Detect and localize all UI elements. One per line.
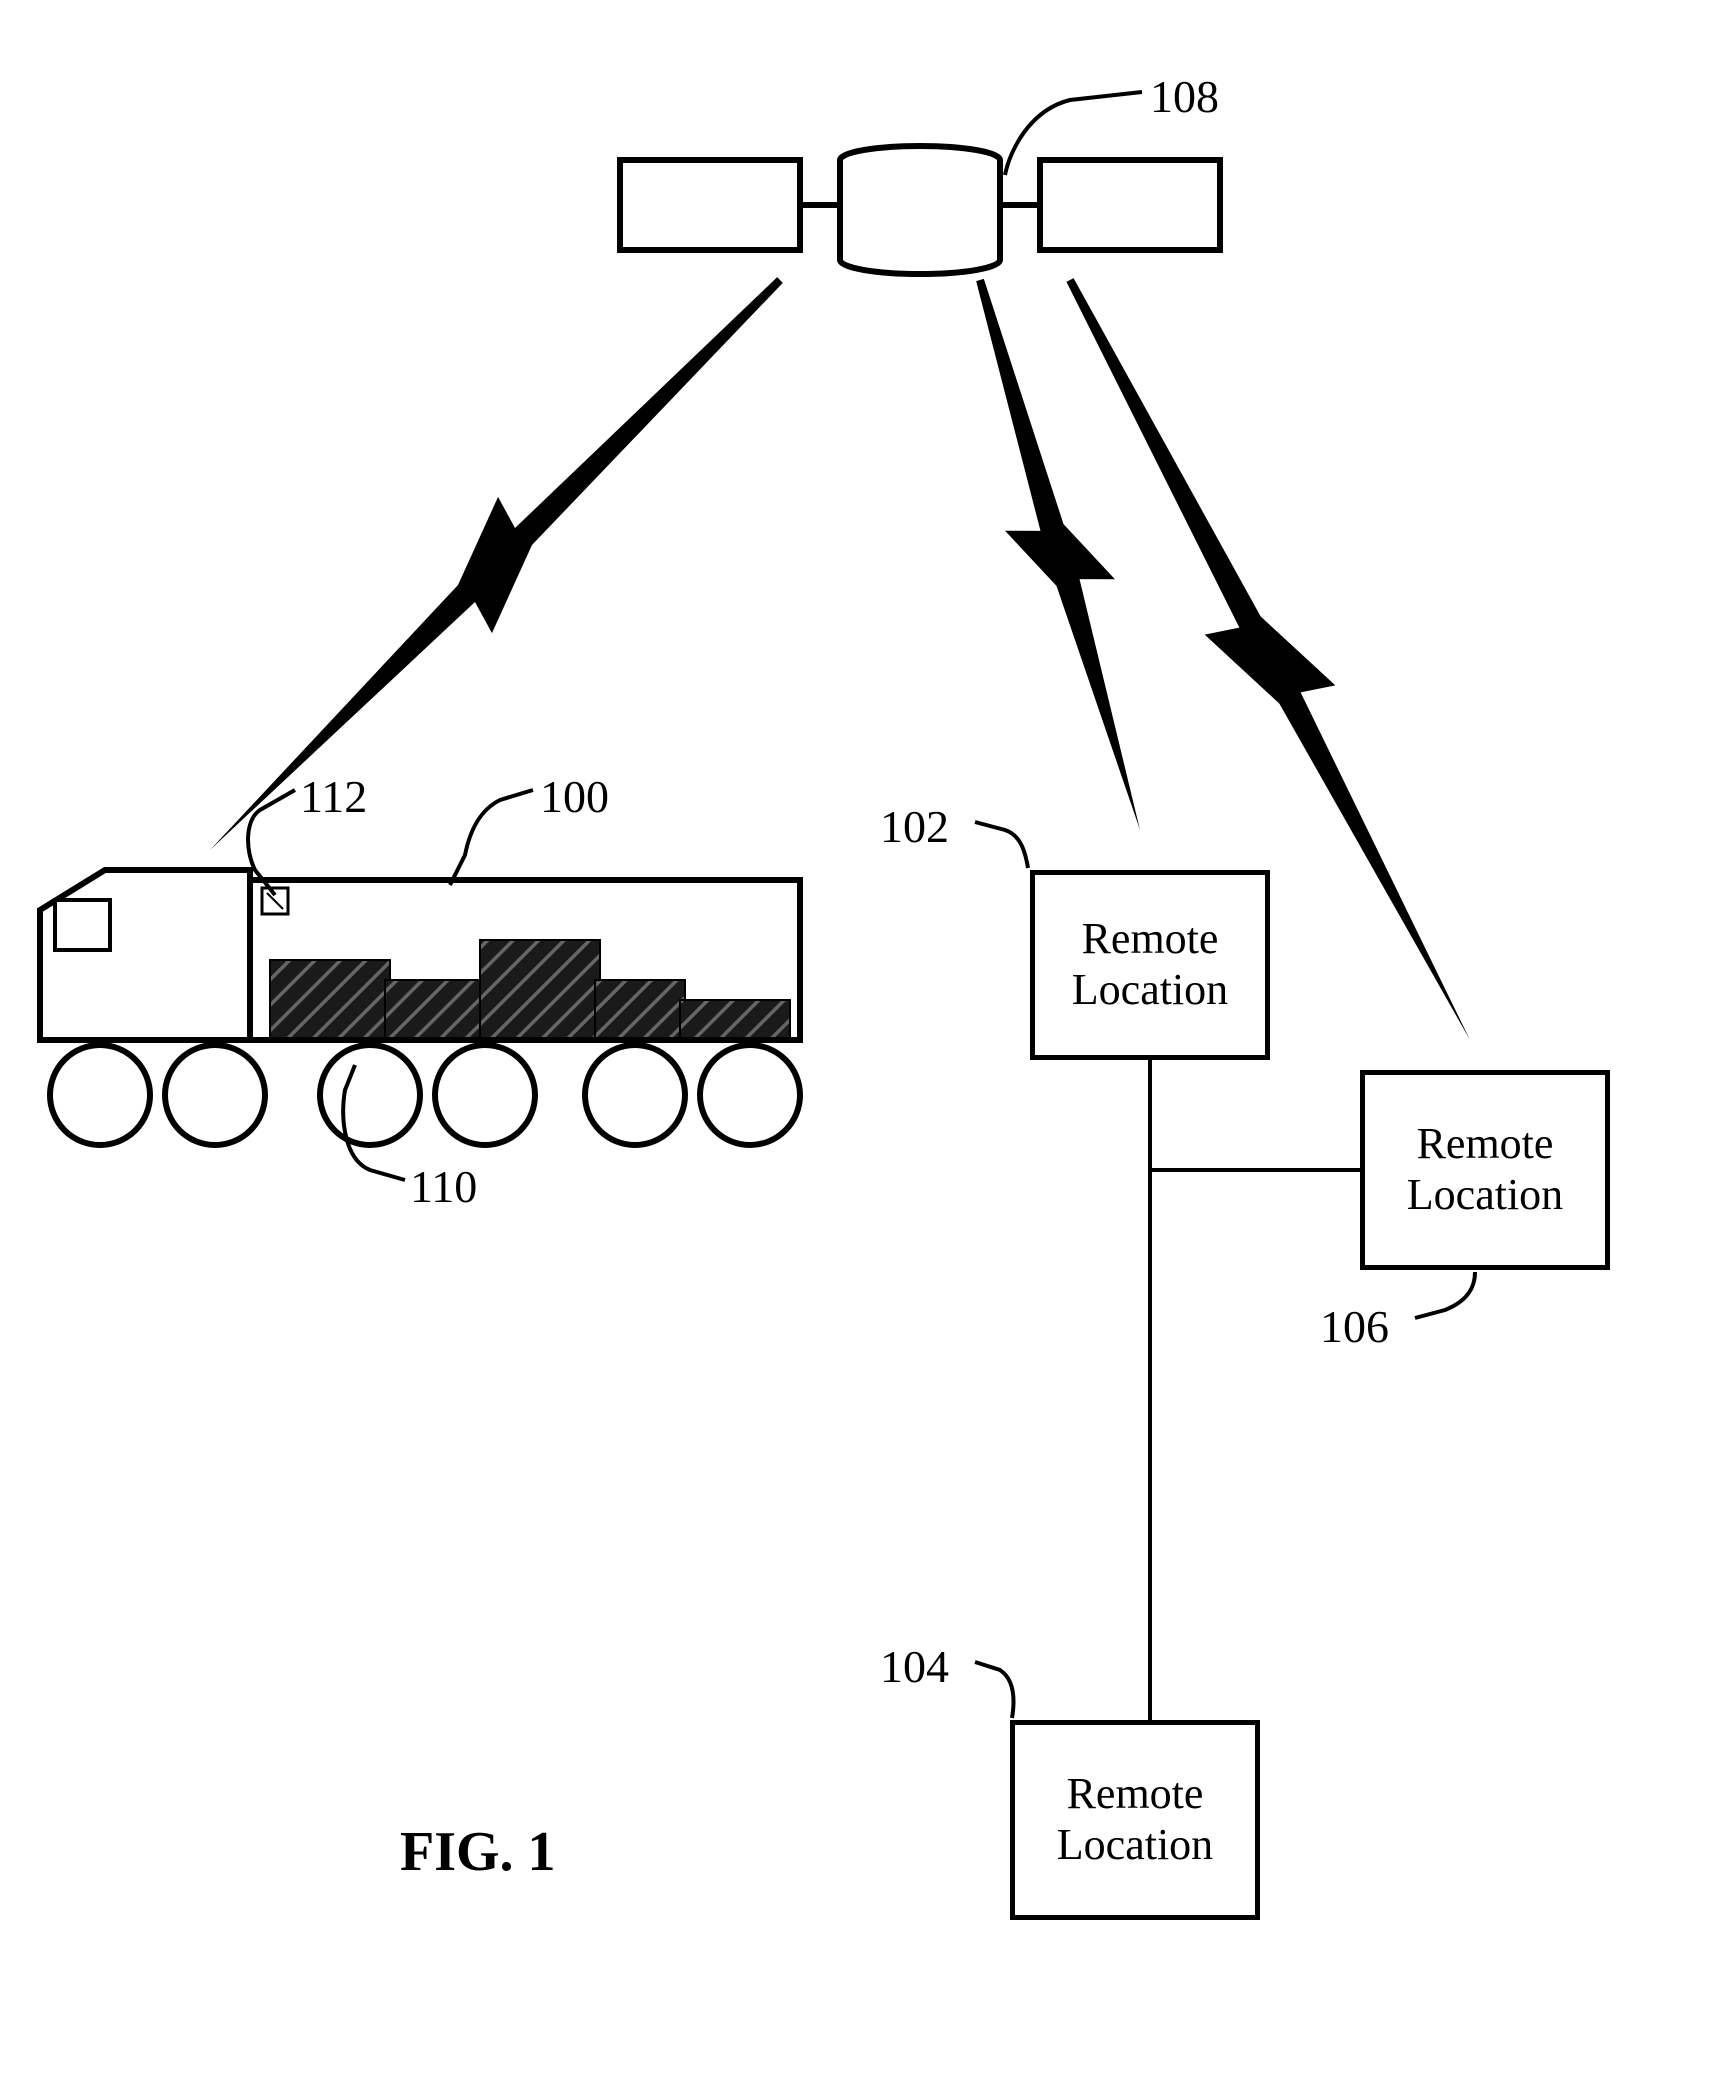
diagram-canvas: RemoteLocation RemoteLocation RemoteLoca… xyxy=(0,0,1714,2096)
remote-location-label: RemoteLocation xyxy=(1407,1119,1563,1220)
ref-label-100: 100 xyxy=(540,770,609,823)
remote-location-box-106: RemoteLocation xyxy=(1360,1070,1610,1270)
signal-bolts xyxy=(210,277,1470,1040)
figure-caption: FIG. 1 xyxy=(400,1820,556,1884)
remote-location-box-104: RemoteLocation xyxy=(1010,1720,1260,1920)
svg-layer xyxy=(0,0,1714,2096)
ref-label-102: 102 xyxy=(880,800,949,853)
remote-location-box-102: RemoteLocation xyxy=(1030,870,1270,1060)
leader-lines xyxy=(248,92,1475,1718)
truck xyxy=(40,870,800,1145)
satellite xyxy=(620,146,1220,274)
ref-label-104: 104 xyxy=(880,1640,949,1693)
connection-wires xyxy=(1150,1060,1360,1720)
ref-label-108: 108 xyxy=(1150,70,1219,123)
ref-label-106: 106 xyxy=(1320,1300,1389,1353)
remote-location-label: RemoteLocation xyxy=(1072,914,1228,1015)
remote-location-label: RemoteLocation xyxy=(1057,1769,1213,1870)
ref-label-110: 110 xyxy=(410,1160,477,1213)
ref-label-112: 112 xyxy=(300,770,367,823)
